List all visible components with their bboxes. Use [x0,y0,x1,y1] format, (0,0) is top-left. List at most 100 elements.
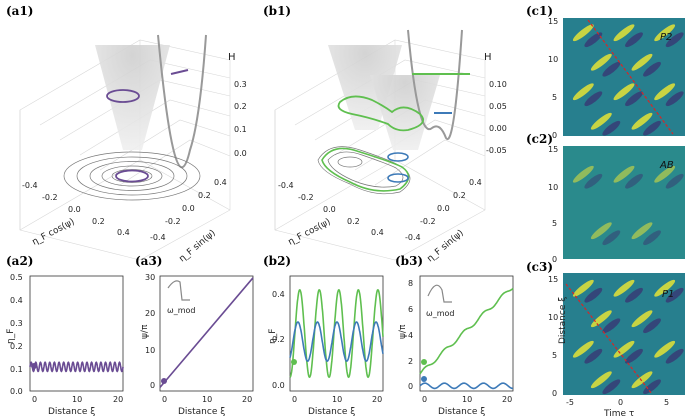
heatmap-trough [665,91,684,107]
heatmap-streak [654,279,676,297]
c2-ytick-0: 15 [548,145,558,154]
heatmap-streak [613,83,635,101]
heatmap-trough [584,91,603,107]
heatmap-trough [584,32,603,48]
b2-series-green [289,289,384,379]
heatmap-streak [590,53,612,71]
a3-ylabel: ψ/π [140,324,150,339]
heatmap-trough [643,61,661,77]
heatmap-trough [602,230,621,246]
h-tick-b1-1: 0.05 [489,102,507,111]
a2-ylabel: η_F [6,329,16,344]
a3-inset-label: ω_mod [167,306,195,315]
heatmap-streak [631,310,653,328]
a2-xtick-0: 0 [32,395,37,404]
heatmap-trough [602,318,621,334]
heatmap-streak [572,279,594,297]
heatmap-trough [602,61,621,77]
b3-start-dot-blue [421,376,427,382]
x-tick-b1-2: 0.0 [323,205,336,214]
heatmap-trough [625,32,643,48]
heatmap-streak [572,83,594,101]
b3-series-green [419,287,514,375]
b2-xtick-0: 0 [292,395,297,404]
heatmap-trough [602,379,621,395]
panel-label-b1: (b1) [263,4,291,18]
a2-xlabel: Distance ξ [48,407,95,417]
heatmap-streak [631,53,653,71]
x-tick-b1-1: -0.2 [298,193,314,202]
panel-label-c3: (c3) [526,260,553,274]
h-tick-b1-0: 0.10 [489,80,507,89]
panel-label-c2: (c2) [526,132,553,146]
a2-ytick-1: 0.4 [10,296,23,305]
panel-label-b3: (b3) [395,254,423,268]
c1-dashed-line [587,19,674,135]
h-tick-b1-2: 0.00 [489,124,507,133]
b3-xlabel: Distance ξ [438,407,485,417]
c3-xtick-2: 5 [664,398,669,407]
y-tick-b1-1: -0.2 [420,217,436,226]
y-tick-a1-2: 0.0 [182,204,195,213]
panel-label-c1: (c1) [526,4,553,18]
b3-ytick-3: 2 [408,357,413,366]
c3-xtick-1: 0 [618,398,623,407]
panel-b2: (b2) 0.4 0.2 0.0 0 10 20 Distance ξ η_F [263,254,384,417]
c2-ytick-3: 0 [552,255,557,264]
c2-ytick-2: 5 [552,219,557,228]
b3-start-dot-green [421,359,427,365]
heatmap-streak [631,222,653,240]
h-tick-a1-2: 0.1 [234,125,247,134]
a3-ytick-0: 30 [145,273,155,282]
x-tick-a1-2: 0.0 [68,205,81,214]
c1-ytick-0: 15 [548,17,558,26]
panel-label-a2: (a2) [6,254,33,268]
h-tick-a1-0: 0.3 [234,80,247,89]
y-axis-label-a1: η_F sin(ψ) [178,228,218,264]
a3-ytick-2: 10 [145,346,155,355]
c2-tag: AB [659,160,674,171]
x-tick-b1-0: -0.4 [278,181,294,190]
y-tick-b1-4: 0.4 [469,178,482,187]
a2-xtick-1: 10 [72,395,82,404]
b3-xtick-1: 10 [462,395,472,404]
heatmap-trough [665,287,684,303]
heatmap-streak [613,165,635,183]
c3-dashed-line [565,283,653,395]
h-tick-a1-1: 0.2 [234,102,247,111]
heatmap-streak [654,165,676,183]
heatmap-trough [625,287,643,303]
b3-inset-label: ω_mod [426,309,454,318]
c3-ytick-1: 10 [548,313,558,322]
y-tick-a1-0: -0.4 [150,233,166,242]
b3-ytick-2: 4 [408,331,413,340]
c1-streaks [572,24,684,136]
c3-ytick-0: 15 [548,275,558,284]
b3-ytick-0: 8 [408,279,413,288]
a3-xtick-0: 0 [162,395,167,404]
y-tick-a1-1: -0.2 [165,217,181,226]
a3-xtick-1: 10 [202,395,212,404]
heatmap-trough [665,32,684,48]
heatmap-streak [572,340,594,358]
a2-ytick-3: 0.2 [10,342,23,351]
a2-xtick-2: 20 [113,395,123,404]
heatmap-streak [654,83,676,101]
heatmap-streak [654,24,676,42]
heatmap-trough [643,379,661,395]
b2-ylabel: η_F [268,329,278,344]
panel-a1: (a1) H 0.3 0.2 0.1 0.0 [6,4,247,264]
heatmap-trough [584,348,603,364]
heatmap-trough [643,318,661,334]
heatmap-streak [631,112,653,130]
panel-label-a3: (a3) [135,254,162,268]
x-tick-a1-0: -0.4 [22,181,38,190]
y-tick-b1-2: 0.0 [437,204,450,213]
b2-series-blue [289,321,384,362]
x-tick-a1-4: 0.4 [117,228,130,237]
c3-streaks [572,279,684,395]
x-tick-b1-3: 0.2 [347,217,360,226]
heatmap-c3 [563,273,685,395]
heatmap-streak [654,340,676,358]
